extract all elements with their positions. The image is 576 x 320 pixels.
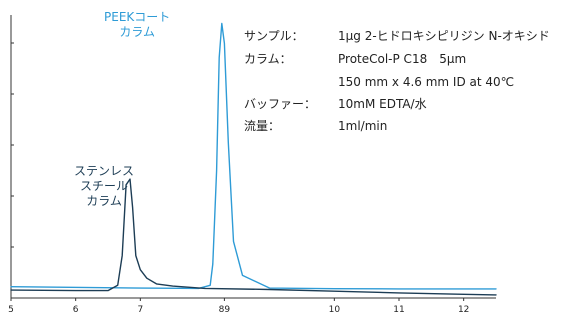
info-label-flow: 流量： (244, 119, 281, 133)
info-value-flow: 1ml/min (338, 119, 388, 133)
series-label-stainless: ステンレス スチール カラム (74, 164, 135, 208)
series-line-0 (10, 22, 497, 290)
x-tick-label: 10 (329, 305, 341, 315)
x-tick-label: 5 (8, 305, 14, 315)
x-tick-label: 11 (393, 305, 404, 315)
info-value-buffer: 10mM EDTA/水 (338, 97, 427, 111)
chart-axes (10, 15, 496, 299)
info-value-column-size: 150 mm x 4.6 mm ID at 40℃ (338, 75, 515, 89)
x-axis-ticks: 5 6 7 89 10 11 12 (8, 298, 469, 315)
info-label-buffer: バッファー： (244, 97, 317, 111)
x-tick-label: 7 (137, 305, 143, 315)
info-value-sample: 1µg 2-ヒドロキシピリジン N-オキシド (338, 29, 550, 43)
chart-curves (10, 22, 497, 296)
series-line-1 (10, 178, 497, 296)
x-tick-label: 6 (73, 305, 79, 315)
info-value-column: ProteCol-P C18 5µm (338, 52, 467, 66)
series-label-peek: PEEKコート カラム (104, 10, 171, 39)
info-label-sample: サンプル： (244, 29, 304, 43)
x-tick-label: 89 (219, 305, 231, 315)
info-label-column: カラム： (244, 52, 292, 66)
x-tick-label: 12 (458, 305, 469, 315)
